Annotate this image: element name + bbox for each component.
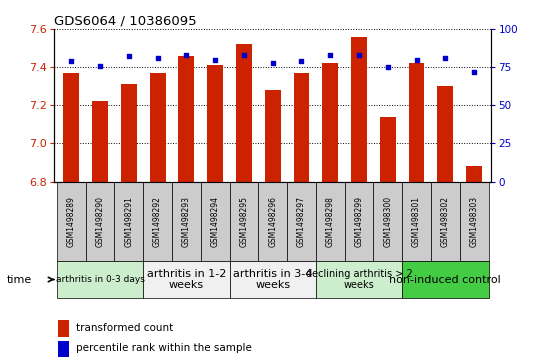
Bar bbox=[287, 182, 316, 261]
Bar bbox=[345, 182, 374, 261]
Point bbox=[470, 69, 478, 75]
Bar bbox=[58, 340, 69, 357]
Point bbox=[153, 55, 162, 61]
Point bbox=[240, 52, 248, 58]
Text: declining arthritis > 2
weeks: declining arthritis > 2 weeks bbox=[306, 269, 413, 290]
Bar bbox=[63, 73, 79, 182]
Bar bbox=[236, 44, 252, 182]
Bar bbox=[230, 261, 316, 298]
Bar bbox=[466, 166, 482, 182]
Bar bbox=[258, 182, 287, 261]
Bar bbox=[58, 320, 69, 337]
Text: GSM1498296: GSM1498296 bbox=[268, 196, 277, 247]
Text: transformed count: transformed count bbox=[76, 323, 173, 333]
Text: GSM1498295: GSM1498295 bbox=[239, 196, 248, 247]
Text: arthritis in 1-2
weeks: arthritis in 1-2 weeks bbox=[147, 269, 226, 290]
Bar bbox=[57, 182, 86, 261]
Text: GDS6064 / 10386095: GDS6064 / 10386095 bbox=[54, 15, 197, 28]
Bar bbox=[143, 261, 230, 298]
Bar bbox=[437, 86, 453, 182]
Text: arthritis in 3-4
weeks: arthritis in 3-4 weeks bbox=[233, 269, 312, 290]
Bar bbox=[316, 182, 345, 261]
Text: GSM1498299: GSM1498299 bbox=[355, 196, 363, 247]
Text: GSM1498297: GSM1498297 bbox=[297, 196, 306, 247]
Point bbox=[297, 58, 306, 64]
Bar bbox=[86, 182, 114, 261]
Text: GSM1498293: GSM1498293 bbox=[182, 196, 191, 247]
Text: arthritis in 0-3 days: arthritis in 0-3 days bbox=[56, 275, 145, 284]
Text: non-induced control: non-induced control bbox=[389, 274, 501, 285]
Bar bbox=[143, 182, 172, 261]
Text: percentile rank within the sample: percentile rank within the sample bbox=[76, 343, 252, 354]
Point bbox=[211, 57, 219, 62]
Text: GSM1498298: GSM1498298 bbox=[326, 196, 335, 247]
Point bbox=[355, 52, 363, 58]
Point bbox=[412, 57, 421, 62]
Bar bbox=[230, 182, 258, 261]
Point bbox=[96, 63, 104, 69]
Text: GSM1498302: GSM1498302 bbox=[441, 196, 450, 247]
Bar bbox=[172, 182, 201, 261]
Bar bbox=[402, 182, 431, 261]
Text: GSM1498290: GSM1498290 bbox=[96, 196, 105, 247]
Bar bbox=[322, 63, 338, 182]
Bar bbox=[150, 73, 165, 182]
Bar bbox=[294, 73, 309, 182]
Bar bbox=[316, 261, 402, 298]
Text: GSM1498292: GSM1498292 bbox=[153, 196, 162, 247]
Bar bbox=[380, 117, 396, 182]
Point bbox=[182, 52, 191, 58]
Bar bbox=[460, 182, 489, 261]
Text: GSM1498291: GSM1498291 bbox=[124, 196, 133, 247]
Bar bbox=[57, 261, 143, 298]
Text: GSM1498303: GSM1498303 bbox=[470, 196, 478, 247]
Point bbox=[268, 60, 277, 65]
Text: GSM1498289: GSM1498289 bbox=[67, 196, 76, 247]
Text: GSM1498301: GSM1498301 bbox=[412, 196, 421, 247]
Bar bbox=[178, 56, 194, 182]
Bar bbox=[351, 37, 367, 182]
Bar bbox=[121, 84, 137, 182]
Bar bbox=[114, 182, 143, 261]
Bar bbox=[92, 101, 108, 182]
Point bbox=[67, 58, 76, 64]
Bar bbox=[374, 182, 402, 261]
Bar bbox=[409, 63, 424, 182]
Bar bbox=[201, 182, 230, 261]
Text: GSM1498294: GSM1498294 bbox=[211, 196, 220, 247]
Point bbox=[326, 52, 335, 58]
Bar bbox=[402, 261, 489, 298]
Text: GSM1498300: GSM1498300 bbox=[383, 196, 392, 247]
Bar bbox=[207, 65, 223, 182]
Text: time: time bbox=[6, 274, 32, 285]
Bar bbox=[265, 90, 281, 182]
Bar bbox=[431, 182, 460, 261]
Point bbox=[441, 55, 450, 61]
Point bbox=[383, 64, 392, 70]
Point bbox=[125, 54, 133, 60]
